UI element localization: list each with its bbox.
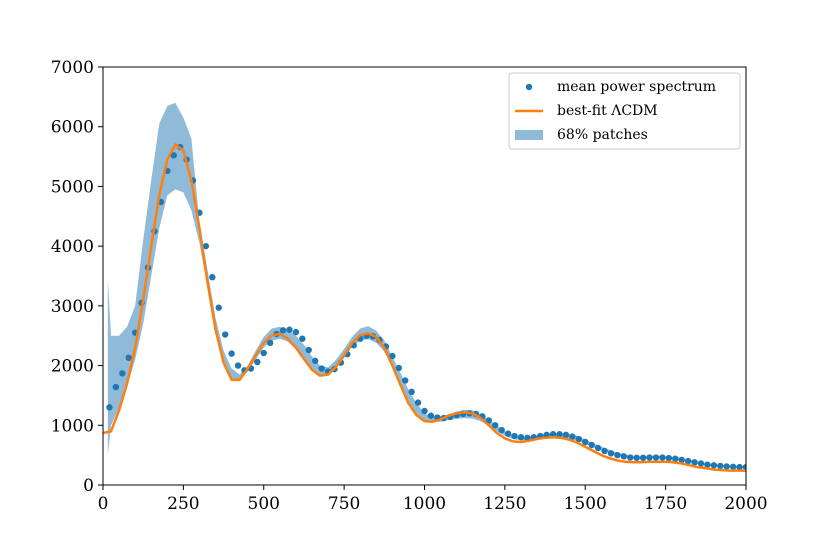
point [614,451,621,459]
legend-marker [525,83,533,91]
point [421,407,428,415]
point [170,152,177,159]
line [103,142,746,472]
legend-label: mean power spectrum [557,79,716,95]
point [684,457,692,465]
point [691,459,698,466]
x-tick-label: 250 [167,494,199,514]
point [562,431,570,439]
point [659,454,666,461]
point [633,454,640,462]
point [549,431,557,438]
point [697,460,705,467]
point [221,331,229,338]
point [112,383,120,391]
point [106,404,113,411]
point [742,463,746,471]
y-tick-label: 7000 [51,58,94,78]
y-tick-label: 0 [83,476,94,496]
point [202,242,210,250]
point [492,422,499,429]
x-tick-label: 2000 [724,494,767,514]
point [607,450,615,457]
point [311,357,319,364]
point [485,417,492,424]
y-tick-label: 3000 [51,297,94,317]
point [395,364,402,372]
point [305,346,312,354]
point [279,327,287,334]
point [627,454,634,461]
point [652,454,660,461]
x-tick-label: 1750 [644,494,687,514]
point [504,430,512,437]
point [736,463,743,471]
point [517,434,525,441]
point [125,354,132,362]
point [582,438,589,446]
point [234,362,242,369]
point [266,339,274,347]
point [254,358,261,366]
point [299,335,306,342]
point [414,399,422,406]
x-tick-label: 1500 [564,494,607,514]
point [594,444,602,452]
y-tick-label: 6000 [51,118,94,138]
legend-label: best-fit ΛCDM [557,103,658,119]
legend: mean power spectrum best-fit ΛCDM 68% patc… [508,72,741,150]
point [498,426,505,434]
point [209,273,216,281]
point [704,461,711,468]
y-tick-label: 2000 [51,357,94,377]
point [556,431,563,438]
point [620,453,628,460]
point [575,435,583,443]
legend-label: 68% patches [557,127,648,143]
legend-marker [515,130,543,140]
point [286,326,293,333]
point [588,441,595,449]
point [646,454,653,461]
point [729,463,737,470]
point [389,352,396,360]
point [639,454,647,462]
y-tick-label: 4000 [51,237,94,257]
x-tick-label: 1250 [483,494,526,514]
point [710,462,718,469]
band [107,102,746,468]
point [292,328,300,336]
point [408,388,415,396]
point [723,463,730,470]
point [717,462,724,470]
x-tick-label: 500 [248,494,280,514]
point [318,365,325,372]
plot-area [103,102,746,472]
point [119,370,126,377]
point [665,454,673,462]
point [524,434,531,442]
y-tick-label: 1000 [51,416,94,436]
point [511,432,518,440]
x-tick-label: 1000 [403,494,446,514]
point [601,447,608,455]
point [569,433,576,440]
x-tick-label: 750 [328,494,360,514]
point [678,456,685,464]
legend-box [508,72,741,150]
point [402,377,409,384]
x-tick-label: 0 [98,494,109,514]
point [228,350,235,357]
point [260,349,267,357]
point [215,304,222,311]
y-tick-label: 5000 [51,177,94,197]
point [427,412,435,419]
point [672,455,679,462]
